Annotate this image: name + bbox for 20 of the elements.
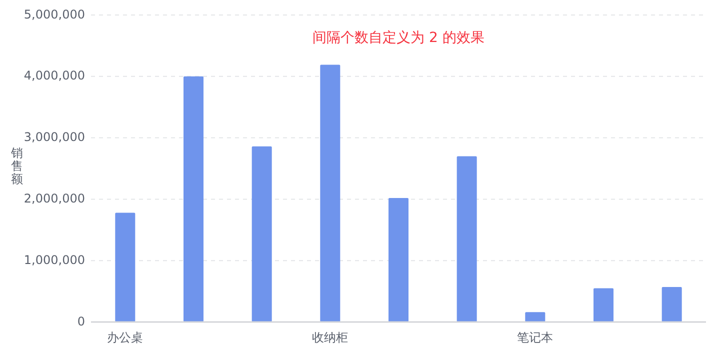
bar	[594, 288, 614, 322]
x-tick-label: 笔记本	[517, 330, 554, 344]
y-tick-label: 3,000,000	[24, 130, 85, 144]
bar	[252, 146, 272, 322]
bar	[525, 312, 546, 322]
y-tick-label: 0	[77, 314, 85, 328]
bar	[456, 156, 477, 322]
bar	[662, 287, 682, 322]
text: 间隔个数自定义为 2 的效果	[312, 30, 484, 46]
x-tick-label: 收纳柜	[312, 330, 348, 344]
y-tick-label: 5,000,000	[24, 7, 85, 22]
x-tick-label: 办公桌	[107, 330, 144, 344]
bar	[388, 198, 408, 322]
bar	[184, 76, 204, 322]
y-tick-label: 4,000,000	[24, 68, 85, 83]
y-axis-title: 销售额	[10, 146, 23, 186]
y-tick-label: 1,000,000	[24, 252, 85, 267]
bar	[115, 212, 136, 322]
y-tick-label: 2,000,000	[24, 191, 85, 206]
bar	[320, 64, 340, 322]
